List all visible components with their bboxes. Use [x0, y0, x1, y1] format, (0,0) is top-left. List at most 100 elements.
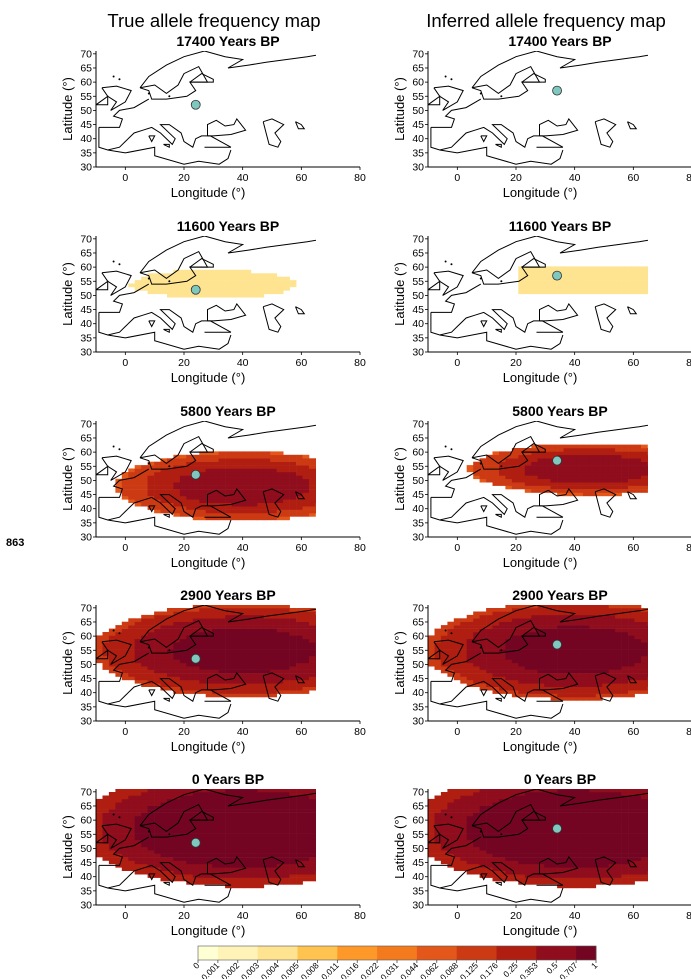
heat-cell	[641, 676, 648, 681]
heat-cell	[179, 836, 187, 841]
y-tick-label: 60	[80, 815, 92, 827]
heat-cell	[186, 798, 194, 803]
heat-cell	[250, 608, 258, 612]
heat-cell	[283, 666, 290, 670]
heat-cell	[289, 659, 297, 664]
heat-cell	[179, 679, 187, 684]
heat-cell	[576, 451, 584, 456]
heat-cell	[544, 269, 551, 274]
heat-cell	[309, 853, 316, 858]
heat-cell	[179, 652, 187, 657]
heat-cell	[160, 792, 168, 796]
heat-cell	[595, 693, 603, 698]
heat-cell	[531, 686, 539, 691]
heat-cell	[257, 686, 265, 691]
heat-cell	[557, 693, 564, 698]
heat-cell	[108, 812, 116, 817]
heat-cell	[186, 789, 194, 793]
heat-cell	[341, 472, 348, 476]
heat-cell	[447, 645, 455, 650]
heat-cell	[563, 451, 571, 456]
heat-cell	[602, 621, 609, 626]
heat-cell	[283, 645, 290, 650]
heat-cell	[563, 444, 571, 449]
heat-cell	[134, 826, 142, 830]
heat-cell	[121, 656, 129, 660]
heat-cell	[680, 656, 687, 660]
island-mark	[500, 95, 503, 98]
heat-cell	[296, 499, 303, 503]
heat-cell	[460, 618, 468, 622]
heat-cell	[621, 628, 629, 633]
heat-cell	[296, 826, 303, 830]
heat-cell	[205, 673, 213, 677]
heat-cell	[641, 461, 648, 466]
heat-cell	[544, 461, 551, 466]
coastline	[539, 302, 579, 322]
heat-cell	[595, 686, 603, 691]
heat-cell	[473, 676, 480, 681]
heat-cell	[460, 662, 468, 667]
heat-cell	[673, 618, 680, 622]
heat-cell	[563, 280, 571, 284]
heat-cell	[186, 816, 194, 820]
heat-cell	[570, 679, 577, 684]
heat-cell	[244, 495, 252, 500]
heat-cell	[473, 649, 480, 653]
heat-cell	[212, 293, 219, 298]
coastline	[163, 328, 170, 333]
heat-cell	[283, 513, 290, 517]
heat-cell	[257, 857, 265, 861]
heat-cell	[531, 632, 539, 636]
island-mark	[118, 816, 121, 819]
heat-cell	[328, 479, 335, 483]
heat-cell	[276, 618, 284, 622]
heat-cell	[608, 693, 616, 698]
heat-cell	[335, 867, 342, 871]
heat-cell	[641, 649, 648, 653]
heat-cell	[154, 666, 161, 670]
coastline	[96, 649, 109, 660]
heat-cell	[212, 499, 219, 503]
heat-cell	[479, 475, 487, 480]
heat-cell	[589, 642, 597, 646]
heat-cell	[283, 509, 290, 514]
y-tick-label: 30	[412, 162, 424, 174]
heat-cell	[108, 666, 116, 670]
heat-cell	[128, 795, 136, 800]
heat-cell	[582, 645, 590, 650]
heat-cell	[570, 635, 577, 640]
heat-cell	[537, 686, 545, 691]
heat-cell	[160, 642, 168, 646]
heat-cell	[563, 669, 571, 674]
heat-cell	[531, 276, 539, 281]
heat-cell	[231, 478, 239, 483]
heat-cell	[128, 819, 136, 824]
heat-cell	[328, 496, 335, 500]
heat-cell	[205, 628, 213, 633]
heat-cell	[335, 493, 342, 497]
island-mark	[444, 445, 447, 448]
heat-cell	[348, 843, 355, 847]
heat-cell	[167, 822, 174, 827]
heat-cell	[302, 870, 310, 875]
heat-cell	[315, 826, 316, 830]
heat-cell	[225, 273, 232, 277]
heat-cell	[205, 822, 213, 827]
heat-cell	[589, 625, 597, 629]
heat-cell	[225, 465, 232, 469]
heat-cell	[186, 287, 194, 291]
heat-cell	[257, 867, 265, 871]
heat-cell	[486, 458, 493, 462]
heat-cell	[283, 492, 290, 497]
heat-cell	[296, 652, 303, 657]
heat-cell	[615, 605, 622, 609]
heat-cell	[231, 662, 239, 667]
heat-cell	[302, 877, 310, 882]
heat-cell	[128, 645, 136, 650]
heat-cell	[128, 662, 136, 667]
heat-cell	[167, 795, 174, 800]
heat-cell	[453, 662, 461, 667]
heat-cell	[128, 822, 136, 827]
heat-cell	[667, 284, 674, 288]
